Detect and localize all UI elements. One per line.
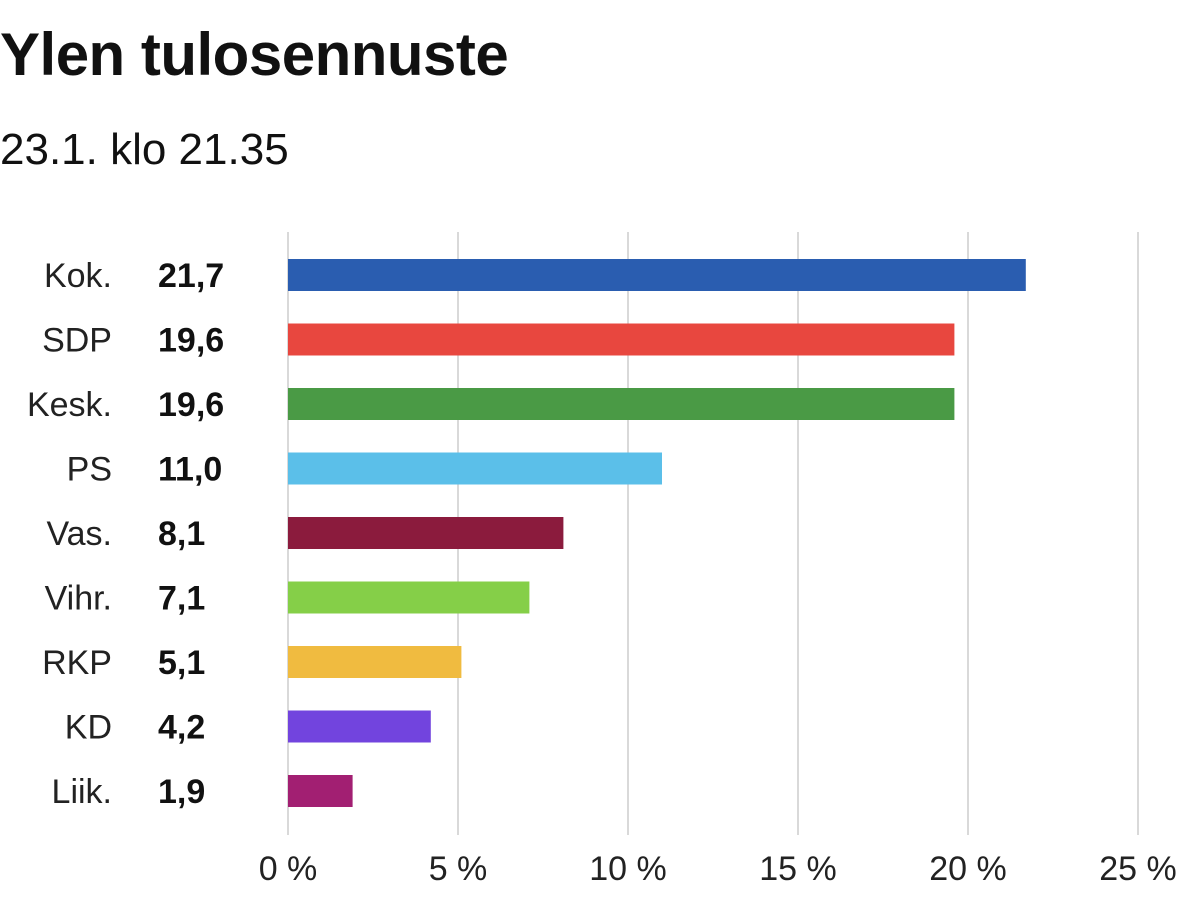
category-label: Liik. bbox=[52, 773, 112, 811]
category-label: PS bbox=[67, 451, 112, 489]
x-tick-label: 10 % bbox=[589, 850, 667, 888]
bar-kok bbox=[288, 259, 1026, 291]
chart-title: Ylen tulosennuste bbox=[0, 21, 509, 88]
category-label: KD bbox=[65, 709, 112, 747]
bar-liik bbox=[288, 775, 353, 807]
value-label: 19,6 bbox=[158, 386, 224, 424]
category-label: Kok. bbox=[44, 257, 112, 295]
bar-kd bbox=[288, 710, 431, 743]
x-tick-label: 5 % bbox=[429, 850, 488, 888]
bar-kesk bbox=[288, 388, 955, 420]
value-label: 5,1 bbox=[158, 644, 205, 682]
x-tick-label: 20 % bbox=[929, 850, 1007, 888]
value-label: 7,1 bbox=[158, 580, 205, 618]
x-tick-label: 0 % bbox=[259, 850, 318, 888]
bar-vas bbox=[288, 517, 564, 549]
chart-subtitle: 23.1. klo 21.35 bbox=[0, 125, 289, 174]
category-label: Vas. bbox=[46, 515, 112, 553]
category-label: Vihr. bbox=[45, 580, 112, 618]
value-label: 8,1 bbox=[158, 515, 205, 553]
value-label: 11,0 bbox=[158, 451, 222, 489]
value-label: 21,7 bbox=[158, 257, 224, 295]
value-label: 1,9 bbox=[158, 773, 205, 811]
value-label: 4,2 bbox=[158, 709, 205, 747]
bar-vihr bbox=[288, 581, 530, 614]
value-label: 19,6 bbox=[158, 322, 224, 360]
bar-rkp bbox=[288, 646, 462, 678]
bar-ps bbox=[288, 452, 662, 485]
x-tick-label: 15 % bbox=[759, 850, 837, 888]
category-label: Kesk. bbox=[27, 386, 112, 424]
category-label: SDP bbox=[42, 322, 112, 360]
x-tick-label: 25 % bbox=[1099, 850, 1177, 888]
category-label: RKP bbox=[42, 644, 112, 682]
bar-sdp bbox=[288, 323, 955, 356]
